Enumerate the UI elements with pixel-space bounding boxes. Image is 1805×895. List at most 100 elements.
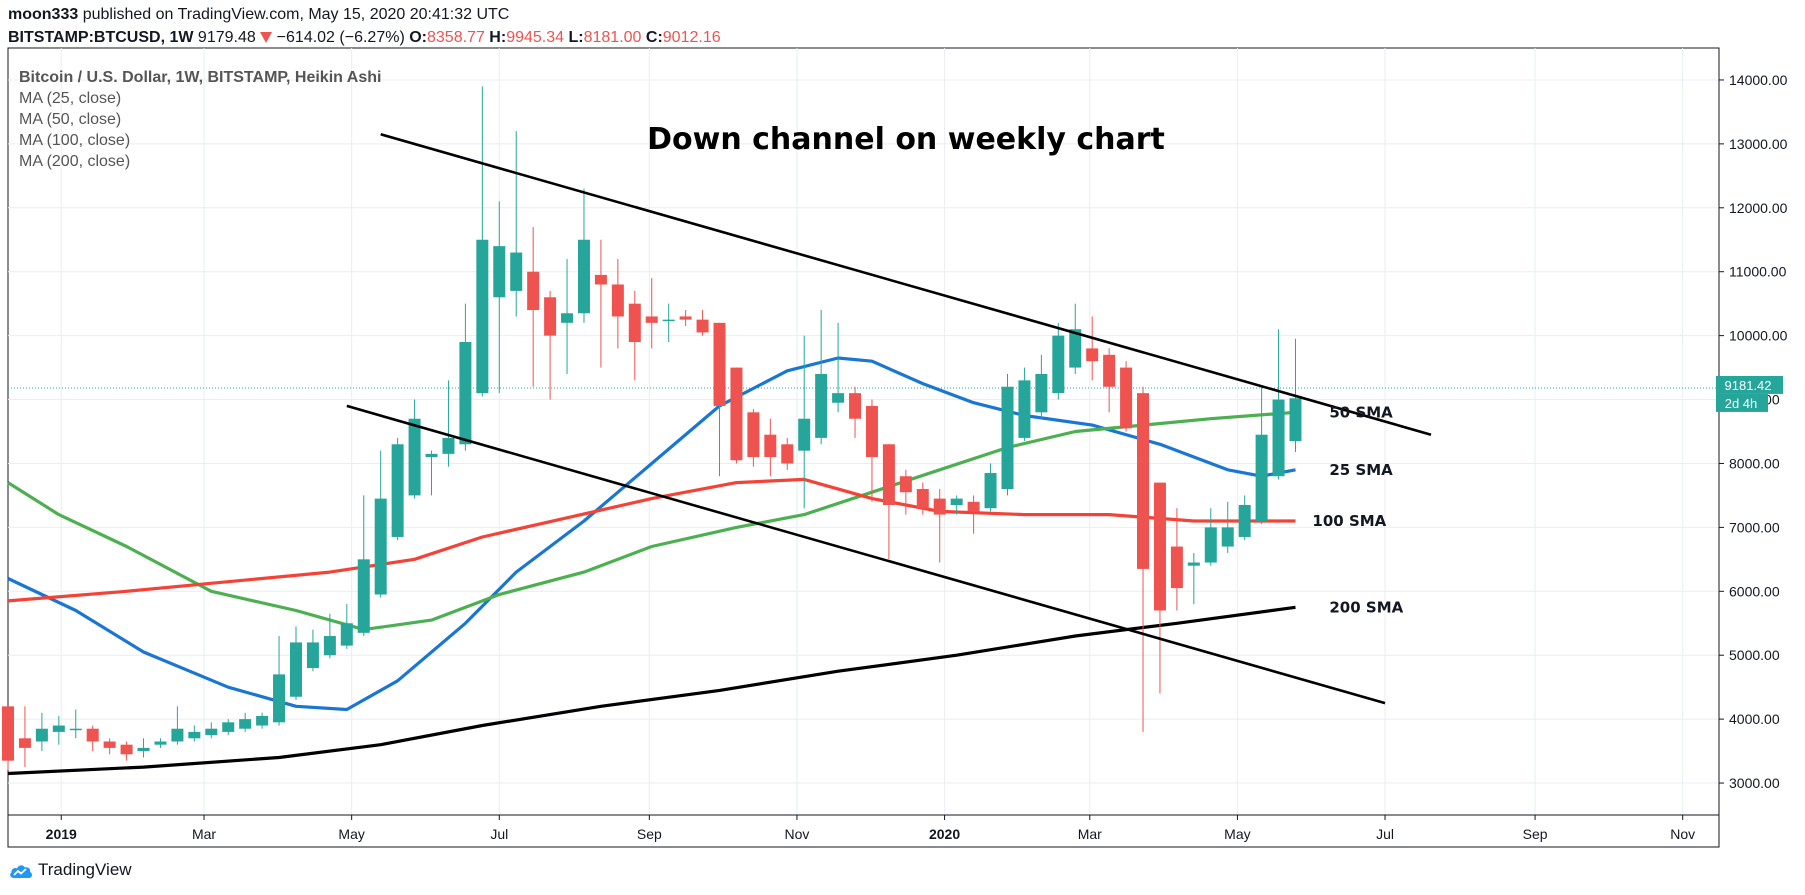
candle	[1187, 552, 1200, 605]
candle-body	[340, 623, 353, 646]
candle-body	[645, 316, 658, 323]
candle-body	[493, 246, 506, 298]
candle	[798, 335, 811, 509]
trendlines	[346, 133, 1432, 705]
candle-body	[289, 642, 302, 697]
candle	[1086, 316, 1099, 381]
candle	[984, 463, 997, 512]
candle-body	[391, 444, 404, 537]
candle	[1204, 508, 1217, 566]
candle	[899, 469, 912, 515]
candle	[340, 604, 353, 649]
author-name[interactable]: moon333	[8, 6, 79, 23]
candle-body	[120, 744, 133, 755]
candle-body	[1153, 482, 1166, 611]
candle	[781, 437, 794, 470]
candle	[357, 495, 370, 637]
candle-body	[713, 322, 726, 406]
candle	[35, 712, 48, 752]
candle	[967, 495, 980, 534]
candle	[188, 725, 201, 742]
candle-body	[662, 319, 675, 322]
tradingview-logo[interactable]: TradingView	[8, 860, 132, 880]
legend-instrument: Bitcoin / U.S. Dollar, 1W, BITSTAMP, Hei…	[19, 69, 382, 86]
y-tick-label: 14000.00	[1729, 72, 1788, 88]
candle	[69, 709, 82, 739]
candle	[628, 290, 641, 381]
candle-body	[544, 297, 557, 336]
y-tick-label: 12000.00	[1729, 200, 1788, 216]
candle	[476, 86, 489, 397]
y-tick-label: 13000.00	[1729, 136, 1788, 152]
candle	[459, 303, 472, 451]
legend-ma200[interactable]: MA (200, close)	[19, 153, 131, 170]
y-tick-label: 3000.00	[1729, 775, 1780, 791]
candle	[696, 310, 709, 336]
last-price: 9179.48	[197, 29, 256, 46]
candle	[679, 310, 692, 327]
candle	[849, 386, 862, 438]
candle-body	[52, 725, 65, 732]
candle-body	[1035, 373, 1048, 413]
candle	[1238, 495, 1251, 541]
candle-body	[69, 728, 82, 731]
candle	[1170, 508, 1183, 611]
candle-body	[781, 444, 794, 464]
channel-lower	[346, 404, 1386, 705]
legend-ma100[interactable]: MA (100, close)	[19, 132, 131, 149]
candle-body	[577, 239, 590, 314]
candle-body	[154, 741, 167, 745]
candle	[1069, 303, 1082, 374]
x-tick-label: May	[338, 826, 364, 842]
candle	[391, 437, 404, 541]
candle	[289, 626, 302, 700]
candle	[18, 706, 31, 768]
channel-upper	[380, 133, 1432, 436]
candle-body	[527, 271, 540, 311]
candle	[1221, 501, 1234, 553]
high-value: 9945.34	[506, 29, 565, 46]
x-tick-label: Sep	[637, 826, 662, 842]
candle-body	[1289, 398, 1302, 442]
symbol-bar: BITSTAMP:BTCUSD, 1W 9179.48 −614.02 (−6.…	[8, 29, 721, 47]
candle	[645, 278, 658, 349]
candle-body	[1137, 393, 1150, 569]
countdown-value: 2d 4h	[1725, 396, 1758, 411]
legend-ma50[interactable]: MA (50, close)	[19, 111, 122, 128]
x-tick-label: Jul	[490, 826, 508, 842]
candle	[747, 409, 760, 467]
candle-body	[1069, 329, 1082, 368]
candle-body	[1204, 527, 1217, 563]
candle-body	[933, 498, 946, 515]
candle-body	[1170, 546, 1183, 589]
x-tick-label: Sep	[1523, 826, 1548, 842]
candle	[510, 131, 523, 317]
candle	[52, 715, 65, 745]
candle-body	[442, 437, 455, 454]
candle-body	[459, 342, 472, 445]
candle-body	[882, 444, 895, 506]
chart-axes: 3000.00 4000.00 5000.00 6000.00 7000.00 8000.…	[8, 48, 1788, 847]
candle	[1001, 373, 1014, 496]
candle	[730, 367, 743, 464]
candle	[205, 722, 218, 739]
candle	[2, 706, 14, 771]
legend-ma25[interactable]: MA (25, close)	[19, 90, 122, 107]
candle-body	[611, 284, 624, 317]
candle-body	[984, 473, 997, 509]
close-value: 9012.16	[662, 29, 721, 46]
x-tick-label: 2019	[46, 826, 77, 842]
candle-body	[35, 728, 48, 742]
candle-body	[273, 674, 286, 723]
candle	[713, 322, 726, 477]
ma-line	[7, 356, 1296, 712]
candle-body	[374, 498, 387, 595]
candle-body	[171, 728, 184, 742]
candle-body	[239, 719, 252, 729]
candle	[103, 738, 116, 755]
candle	[1103, 348, 1116, 413]
countdown-box	[1716, 393, 1768, 412]
candle	[933, 489, 946, 563]
candle-body	[1086, 348, 1099, 362]
